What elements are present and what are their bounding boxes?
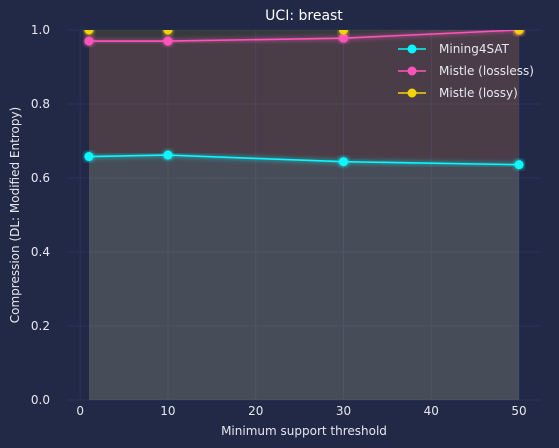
legend-marker: [407, 66, 417, 76]
x-axis-title: Minimum support threshold: [221, 424, 387, 438]
series-line-0: [88, 154, 520, 166]
series-fill-2: [88, 30, 520, 400]
data-point: [163, 30, 173, 35]
data-point: [514, 160, 524, 170]
legend-marker: [407, 88, 417, 98]
series-line-1: [88, 30, 520, 42]
data-point: [84, 30, 94, 35]
series-fill-1: [88, 30, 520, 400]
grid: [67, 29, 541, 401]
data-point: [339, 157, 348, 167]
y-tick-label: 0.4: [31, 245, 50, 259]
y-tick-label: 0.0: [31, 393, 50, 407]
y-tick-label: 0.8: [31, 97, 50, 111]
x-tick-labels: 0 10 20 30 40 50: [76, 404, 526, 418]
data-point: [163, 150, 173, 160]
data-point: [514, 30, 524, 35]
series-fills: [88, 30, 520, 400]
legend: Mining4SAT Mistle (lossless) Mistle (lossy…: [398, 42, 534, 100]
x-tick-label: 20: [248, 404, 263, 418]
x-tick-label: 10: [160, 404, 175, 418]
y-axis-title: Compression (DL: Modified Entropy): [8, 107, 22, 323]
data-point: [339, 30, 348, 35]
x-tick-label: 30: [336, 404, 351, 418]
x-tick-label: 0: [76, 404, 84, 418]
series-lines: [84, 30, 524, 170]
data-point: [163, 36, 173, 46]
legend-label: Mistle (lossless): [439, 64, 534, 78]
legend-label: Mining4SAT: [439, 42, 510, 56]
data-point: [339, 33, 348, 43]
x-tick-label: 50: [511, 404, 526, 418]
legend-marker: [407, 44, 417, 54]
y-tick-label: 0.2: [31, 319, 50, 333]
data-point: [84, 36, 94, 46]
x-tick-label: 40: [424, 404, 439, 418]
data-point: [84, 152, 94, 162]
y-tick-label: 0.6: [31, 171, 50, 185]
series-fill-0: [88, 155, 520, 400]
legend-label: Mistle (lossy): [439, 86, 518, 100]
y-tick-labels: 0.0 0.2 0.4 0.6 0.8 1.0: [31, 23, 50, 407]
chart-title: UCI: breast: [265, 8, 343, 24]
y-tick-label: 1.0: [31, 23, 50, 37]
plot-area: [67, 30, 541, 400]
